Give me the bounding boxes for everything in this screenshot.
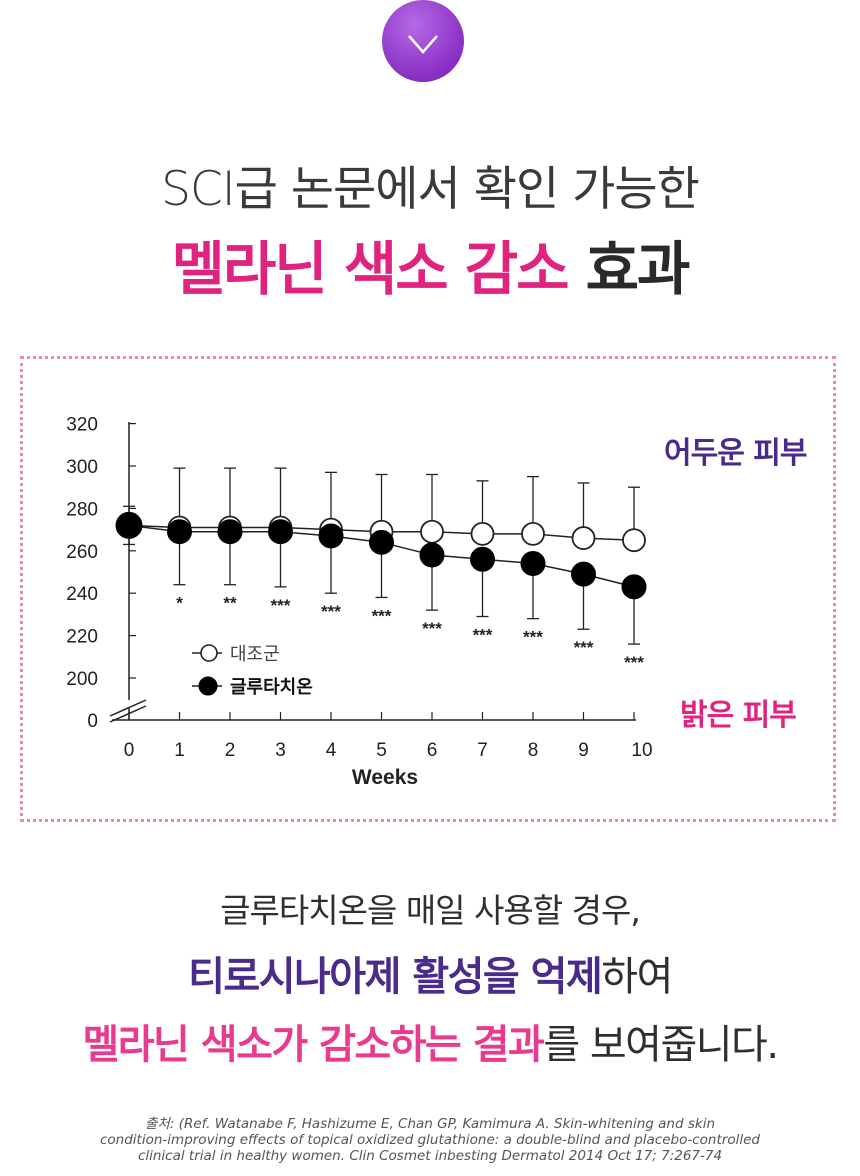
significance-label: ** xyxy=(223,594,237,613)
legend-label-glutathione: 글루타치온 xyxy=(230,677,313,698)
y-tick-label: 240 xyxy=(66,584,98,605)
point-glutathione xyxy=(470,546,495,572)
point-glutathione xyxy=(369,529,394,555)
point-glutathione xyxy=(621,574,647,600)
bright-skin-label: 밝은 피부 xyxy=(680,698,797,733)
y-tick-label: 280 xyxy=(66,499,98,520)
legend-label-control: 대조군 xyxy=(230,644,280,665)
significance-label: *** xyxy=(473,626,493,645)
significance-label: *** xyxy=(271,596,291,615)
x-tick-label: 8 xyxy=(528,740,539,761)
significance-label: *** xyxy=(574,638,594,657)
point-glutathione xyxy=(318,523,344,549)
point-glutathione xyxy=(268,519,293,545)
x-tick-label: 2 xyxy=(225,740,236,761)
axis-break-mark xyxy=(109,699,147,717)
body-line-3: 멜라닌 색소가 감소하는 결과를 보여줍니다. xyxy=(0,1012,860,1070)
y-tick-label: 260 xyxy=(66,542,98,563)
headline-main: 멜라닌 색소 감소 효과 xyxy=(0,222,860,306)
body-highlight-purple: 티로시나아제 활성을 억제 xyxy=(188,954,603,1000)
chart-frame xyxy=(20,356,836,822)
x-tick-label: 6 xyxy=(427,740,438,761)
y-tick-label: 320 xyxy=(66,415,98,436)
x-axis-title: Weeks xyxy=(352,766,418,789)
body-line-2: 티로시나아제 활성을 억제하여 xyxy=(0,944,860,1002)
significance-label: * xyxy=(176,594,183,613)
axis-break-mark xyxy=(109,705,147,723)
headline-suffix: 효과 xyxy=(567,235,691,303)
point-glutathione xyxy=(167,519,192,545)
legend-marker-control xyxy=(200,644,218,662)
x-tick-label: 10 xyxy=(631,740,652,761)
body-highlight-pink: 멜라닌 색소가 감소하는 결과 xyxy=(82,1022,544,1068)
reference-line-1: 출처: (Ref. Watanabe F, Hashizume E, Chan … xyxy=(145,1116,715,1132)
point-glutathione xyxy=(115,511,143,539)
y-tick-label: 220 xyxy=(66,627,98,648)
legend-marker-glutathione xyxy=(198,676,218,696)
significance-label: *** xyxy=(422,619,442,638)
body-line-1: 글루타치온을 매일 사용할 경우, xyxy=(220,891,641,930)
point-glutathione xyxy=(520,551,546,577)
point-glutathione xyxy=(217,519,243,545)
point-control xyxy=(470,521,495,546)
x-tick-label: 4 xyxy=(326,740,337,761)
point-control xyxy=(521,521,545,546)
dark-skin-label: 어두운 피부 xyxy=(664,436,807,471)
body-line-3-rest: 를 보여줍니다. xyxy=(543,1022,779,1068)
point-glutathione xyxy=(571,561,596,587)
reference-line-3: clinical trial in healthy women. Clin Co… xyxy=(137,1148,723,1164)
significance-label: *** xyxy=(523,628,543,647)
x-tick-label: 9 xyxy=(578,740,589,761)
x-tick-label: 1 xyxy=(174,740,185,761)
chart-svg: 0 200 220 240 260 280 300 320 0 1 2 3 4 5 6 7 8 9 10 Weeks *… xyxy=(66,415,652,789)
y-tick-label: 200 xyxy=(66,669,98,690)
headline-intro: SCI급 논문에서 확인 가능한 xyxy=(161,162,700,217)
reference-line-2: condition-improving effects of topical o… xyxy=(100,1132,760,1148)
y-tick-label: 0 xyxy=(87,711,98,732)
scroll-down-button[interactable] xyxy=(382,0,464,82)
reference-citation: 출처: (Ref. Watanabe F, Hashizume E, Chan … xyxy=(20,1116,840,1164)
x-tick-label: 7 xyxy=(477,740,488,761)
significance-label: *** xyxy=(624,653,644,672)
point-glutathione xyxy=(419,542,445,568)
x-tick-label: 0 xyxy=(124,740,135,761)
significance-label: *** xyxy=(321,602,341,621)
point-control xyxy=(571,526,596,550)
x-tick-label: 3 xyxy=(275,740,286,761)
chevron-down-icon xyxy=(408,35,438,54)
body-line-2-rest: 하여 xyxy=(601,954,673,1000)
point-control xyxy=(622,528,646,553)
significance-label: *** xyxy=(372,606,392,625)
point-control xyxy=(420,519,444,544)
headline-highlight: 멜라닌 색소 감소 xyxy=(171,235,570,303)
y-tick-label: 300 xyxy=(66,457,98,478)
x-tick-label: 5 xyxy=(376,740,387,761)
